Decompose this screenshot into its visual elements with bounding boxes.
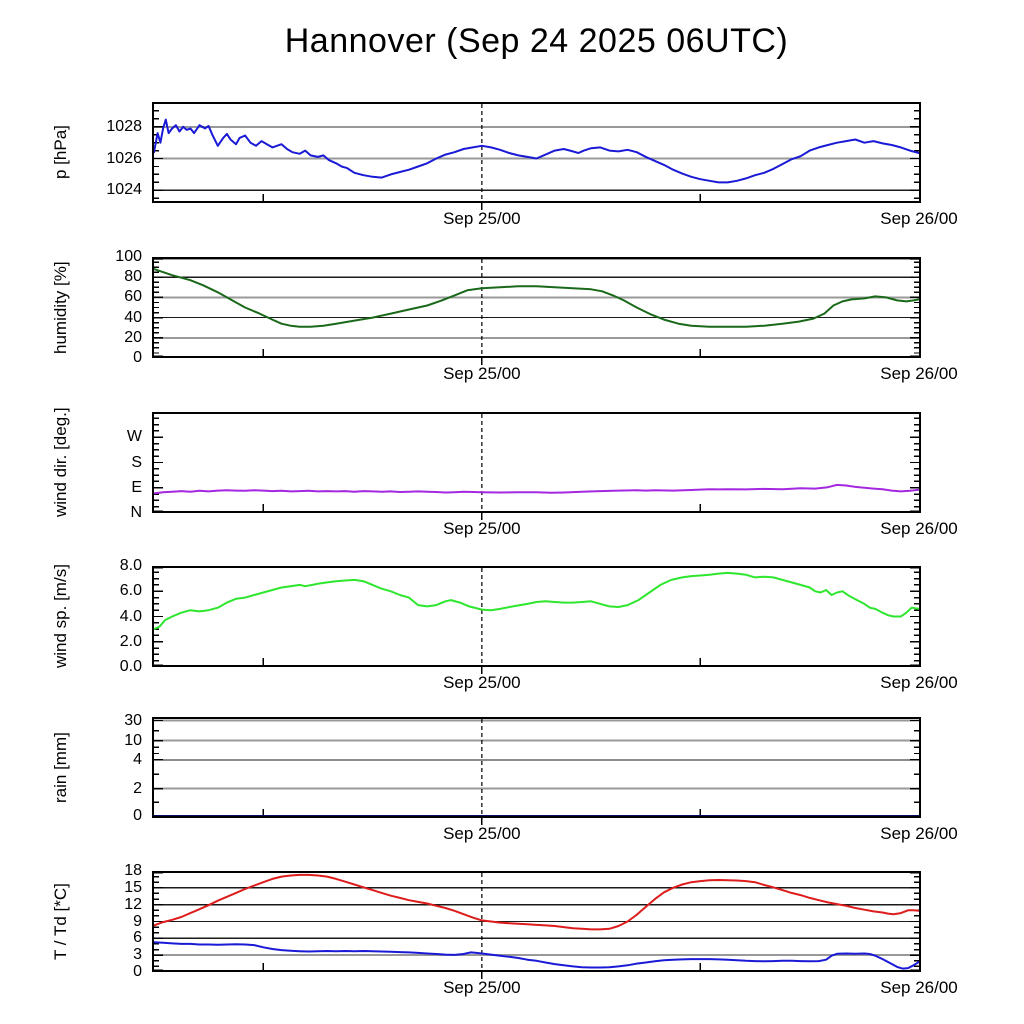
series-humidity-line bbox=[153, 268, 920, 328]
x-label-sep-25-00: Sep 25/00 bbox=[443, 209, 521, 228]
ytick-label-humidity-80: 80 bbox=[124, 268, 142, 286]
ytick-label-wind_speed-8.0: 8.0 bbox=[119, 557, 142, 574]
panel-wind_speed-plot bbox=[152, 566, 921, 674]
ytick-label-rain-2: 2 bbox=[133, 779, 142, 797]
x-label-sep-25-00: Sep 25/00 bbox=[443, 519, 521, 538]
ytick-label-wind_speed-4.0: 4.0 bbox=[119, 607, 142, 625]
ytick-label-temperature-0: 0 bbox=[133, 963, 142, 980]
ytick-label-rain-30: 30 bbox=[124, 711, 142, 729]
ytick-label-rain-4: 4 bbox=[133, 750, 142, 768]
ytick-label-humidity-60: 60 bbox=[124, 288, 142, 306]
panel-rain-plot bbox=[152, 717, 921, 825]
ytick-label-wind_speed-6.0: 6.0 bbox=[119, 582, 142, 600]
panel-wind_dir-plot bbox=[152, 412, 921, 520]
ytick-label-humidity-40: 40 bbox=[124, 308, 142, 326]
x-label-sep-26-00: Sep 26/00 bbox=[880, 364, 958, 383]
x-label-sep-25-00: Sep 25/00 bbox=[443, 824, 521, 843]
ytick-label-pressure-1024: 1024 bbox=[106, 181, 142, 199]
x-label-sep-25-00: Sep 25/00 bbox=[443, 673, 521, 692]
ytick-label-temperature-6: 6 bbox=[133, 929, 142, 947]
panel-pressure-plot bbox=[152, 102, 921, 210]
ytick-label-humidity-100: 100 bbox=[115, 248, 142, 265]
ytick-label-pressure-1028: 1028 bbox=[106, 117, 142, 135]
ytick-label-wind_speed-2.0: 2.0 bbox=[119, 632, 142, 650]
ytick-label-wind_dir-S: S bbox=[131, 453, 142, 471]
ytick-label-temperature-18: 18 bbox=[124, 862, 142, 879]
panel-frame bbox=[152, 566, 921, 667]
ylabel-humidity: humidity [%] bbox=[51, 261, 70, 354]
x-label-sep-25-00: Sep 25/00 bbox=[443, 978, 521, 997]
x-label-sep-26-00: Sep 26/00 bbox=[880, 824, 958, 843]
panel-frame bbox=[152, 717, 921, 818]
series-pressure-line bbox=[153, 118, 920, 184]
ylabel-rain: rain [mm] bbox=[51, 732, 70, 803]
ylabel-pressure: p [hPa] bbox=[51, 125, 70, 180]
ytick-label-temperature-12: 12 bbox=[124, 895, 142, 913]
x-label-sep-26-00: Sep 26/00 bbox=[880, 978, 958, 997]
ytick-label-humidity-20: 20 bbox=[124, 328, 142, 346]
ytick-label-rain-0: 0 bbox=[133, 806, 142, 824]
ylabel-temperature: T / Td [*C] bbox=[51, 883, 70, 960]
panel-temperature-plot bbox=[152, 871, 921, 979]
panel-frame bbox=[152, 102, 921, 203]
ytick-label-wind_dir-E: E bbox=[131, 478, 142, 496]
series-dewpoint-line bbox=[153, 941, 920, 970]
ytick-label-wind_dir-N: N bbox=[130, 504, 142, 521]
page-title: Hannover (Sep 24 2025 06UTC) bbox=[284, 22, 789, 60]
panel-wind_speed: 0.0 2.0 4.0 6.0 8.0 wind sp. [m/s] Sep 25/00 Se… bbox=[51, 557, 958, 692]
ytick-label-temperature-9: 9 bbox=[133, 912, 142, 930]
x-label-sep-26-00: Sep 26/00 bbox=[880, 519, 958, 538]
panel-pressure: 1024 1026 1028 p [hPa] Sep 25/00 Sep 26/00 bbox=[51, 102, 958, 228]
ylabel-wind_dir: wind dir. [deg.] bbox=[51, 407, 70, 518]
panel-humidity: 0 20 40 60 80 100 humidity [%] Sep 25/00 Sep 26/… bbox=[51, 248, 958, 383]
ytick-label-wind_dir-W: W bbox=[126, 428, 142, 446]
panel-temperature: 0 3 6 9 12 15 18 T / Td [*C] Sep 25/00 Sep 26/00 bbox=[51, 862, 958, 997]
series-wind_speed-line bbox=[153, 571, 920, 631]
ytick-label-temperature-3: 3 bbox=[133, 946, 142, 964]
panel-humidity-plot bbox=[152, 257, 921, 365]
ytick-label-temperature-15: 15 bbox=[124, 878, 142, 896]
series-wind_direction-line bbox=[153, 483, 920, 495]
ytick-label-rain-10: 10 bbox=[124, 731, 142, 749]
ytick-label-humidity-0: 0 bbox=[133, 349, 142, 366]
x-label-sep-25-00: Sep 25/00 bbox=[443, 364, 521, 383]
panel-frame bbox=[152, 871, 921, 972]
panel-rain: 0 2 4 10 30 rain [mm] Sep 25/00 Sep 26/00 bbox=[51, 712, 958, 843]
x-label-sep-26-00: Sep 26/00 bbox=[880, 209, 958, 228]
ylabel-wind_speed: wind sp. [m/s] bbox=[51, 564, 70, 669]
series-temperature-line bbox=[153, 873, 920, 931]
panel-frame bbox=[152, 412, 921, 513]
ytick-label-pressure-1026: 1026 bbox=[106, 149, 142, 167]
panel-frame bbox=[152, 257, 921, 358]
ytick-label-wind_speed-0.0: 0.0 bbox=[119, 658, 142, 675]
x-label-sep-26-00: Sep 26/00 bbox=[880, 673, 958, 692]
